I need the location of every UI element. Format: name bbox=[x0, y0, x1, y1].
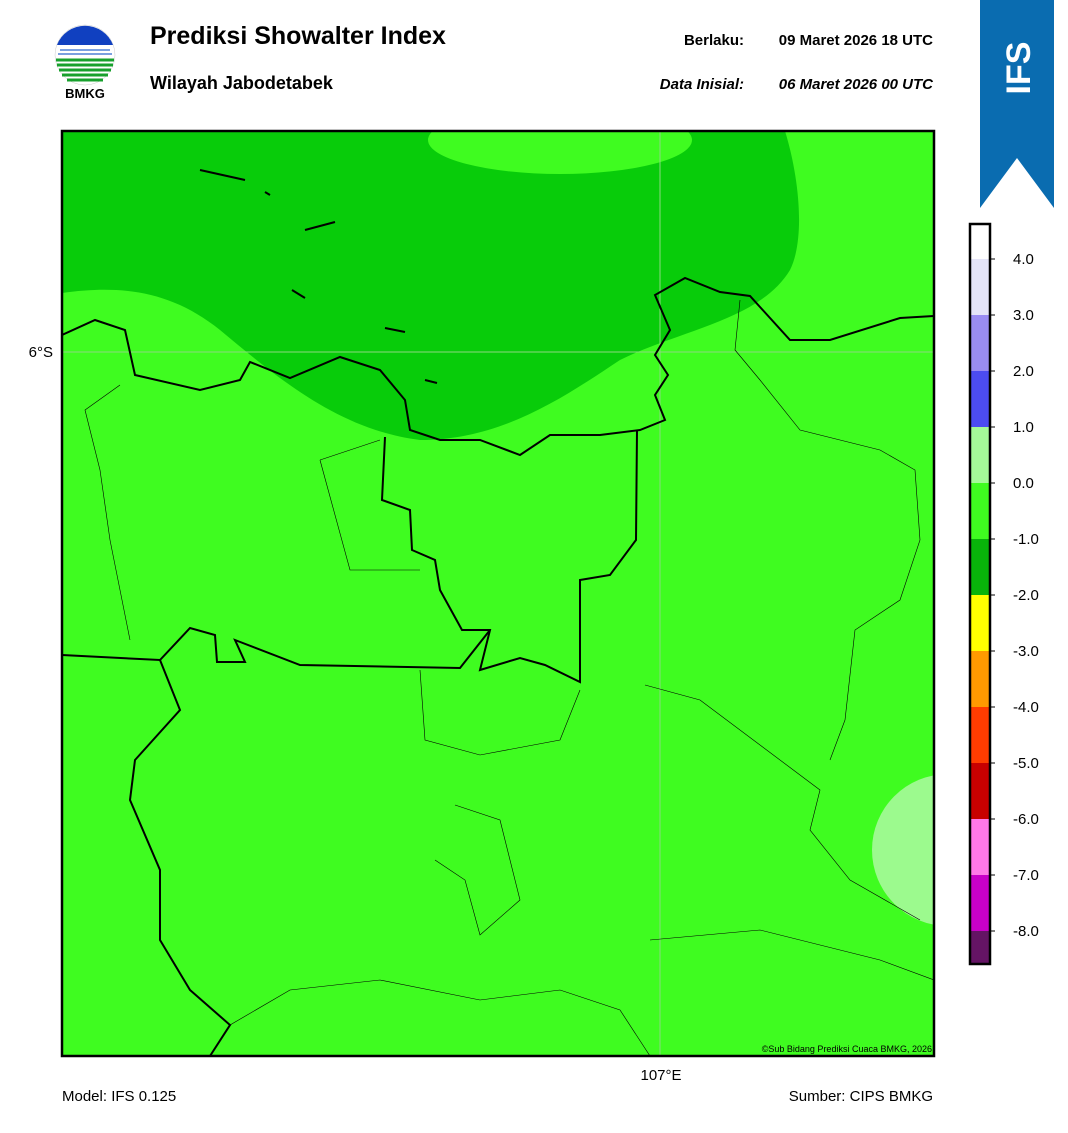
colorbar-segment bbox=[970, 224, 990, 259]
lon-label: 107°E bbox=[640, 1067, 681, 1084]
colorbar-segment bbox=[970, 539, 990, 595]
logo: BMKG bbox=[54, 24, 116, 101]
colorbar-segment bbox=[970, 819, 990, 875]
colorbar-tick-label: -3.0 bbox=[1013, 643, 1039, 660]
model-badge bbox=[980, 0, 1054, 208]
colorbar-tick-label: 3.0 bbox=[1013, 307, 1034, 324]
colorbar-segment bbox=[970, 763, 990, 819]
map-credit: ©Sub Bidang Prediksi Cuaca BMKG, 2026 bbox=[762, 1044, 932, 1054]
colorbar-segment bbox=[970, 483, 990, 539]
colorbar-tick-label: -5.0 bbox=[1013, 755, 1039, 772]
colorbar-segment bbox=[970, 259, 990, 315]
colorbar-segment bbox=[970, 315, 990, 371]
colorbar-segment bbox=[970, 595, 990, 651]
colorbar-tick-label: -8.0 bbox=[1013, 923, 1039, 940]
subtitle: Wilayah Jabodetabek bbox=[150, 73, 334, 93]
colorbar-tick-label: -7.0 bbox=[1013, 867, 1039, 884]
colorbar-segment bbox=[970, 427, 990, 483]
logo-text: BMKG bbox=[65, 86, 105, 101]
title: Prediksi Showalter Index bbox=[150, 22, 446, 50]
footer-model: Model: IFS 0.125 bbox=[62, 1088, 176, 1105]
colorbar-segment bbox=[970, 875, 990, 931]
colorbar-tick-label: 0.0 bbox=[1013, 475, 1034, 492]
colorbar: 4.0 3.0 2.0 1.0 0.0 -1.0 -2.0 -3.0 -4.0 -5.0 -6.0 -… bbox=[968, 222, 1039, 966]
init-label: Data Inisial: bbox=[660, 76, 744, 93]
map: ©Sub Bidang Prediksi Cuaca BMKG, 2026 bbox=[62, 131, 934, 1056]
colorbar-tick-label: -1.0 bbox=[1013, 531, 1039, 548]
colorbar-segment bbox=[970, 931, 990, 964]
init-time: 06 Maret 2026 00 UTC bbox=[779, 76, 934, 93]
colorbar-segment bbox=[970, 651, 990, 707]
map-frame bbox=[60, 129, 936, 1058]
model-badge-text: IFS bbox=[1000, 42, 1038, 95]
colorbar-tick-label: -4.0 bbox=[1013, 699, 1039, 716]
colorbar-tick-label: -6.0 bbox=[1013, 811, 1039, 828]
lat-label: 6°S bbox=[29, 344, 53, 361]
colorbar-tick-label: 4.0 bbox=[1013, 251, 1034, 268]
colorbar-tick-label: -2.0 bbox=[1013, 587, 1039, 604]
colorbar-tick-label: 2.0 bbox=[1013, 363, 1034, 380]
colorbar-segment bbox=[970, 707, 990, 763]
valid-label: Berlaku: bbox=[684, 32, 744, 49]
colorbar-frame bbox=[968, 222, 992, 966]
footer-source: Sumber: CIPS BMKG bbox=[789, 1088, 933, 1105]
colorbar-tick-label: 1.0 bbox=[1013, 419, 1034, 436]
colorbar-segment bbox=[970, 371, 990, 427]
valid-time: 09 Maret 2026 18 UTC bbox=[779, 32, 933, 49]
